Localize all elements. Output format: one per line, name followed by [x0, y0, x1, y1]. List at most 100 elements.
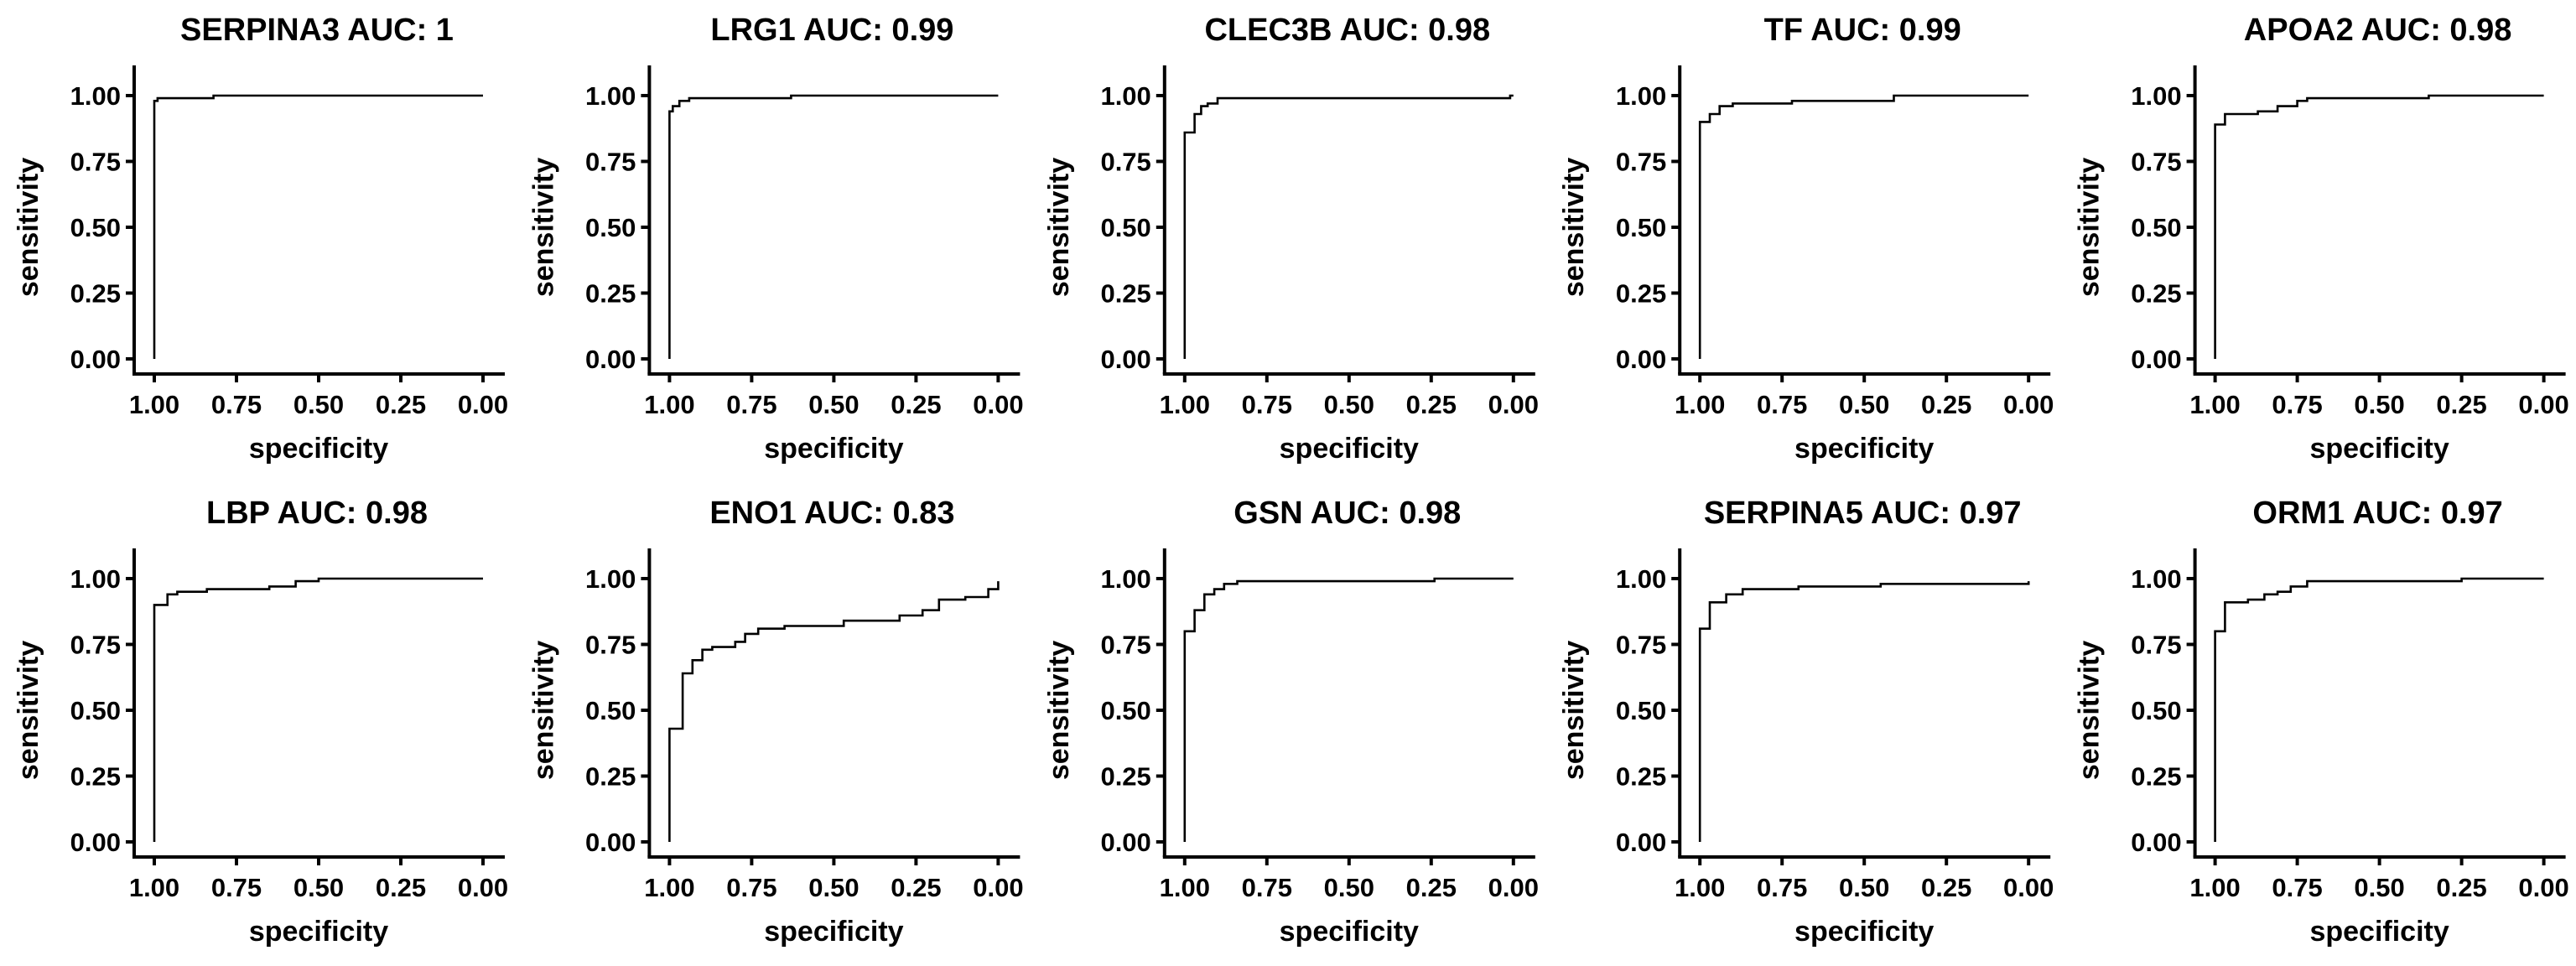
roc-curve-line: [153, 94, 483, 359]
x-tick-label: 0.50: [1324, 390, 1374, 419]
y-tick-label: 0.50: [1616, 213, 1666, 242]
x-tick-label: 1.00: [129, 873, 179, 902]
x-tick-label: 0.50: [2354, 390, 2404, 419]
x-tick-label: 0.50: [1324, 873, 1374, 902]
x-axis-title: specificity: [2309, 916, 2449, 948]
x-tick-label: 0.25: [891, 390, 941, 419]
x-tick-label: 0.50: [293, 873, 344, 902]
y-tick-label: 0.00: [70, 828, 121, 857]
y-tick-label: 0.75: [1100, 631, 1150, 660]
x-axis-title: specificity: [764, 916, 903, 948]
x-tick-label: 0.00: [1488, 873, 1539, 902]
roc-panel: SERPINA3 AUC: 1 0.00 0.25 0.50 0.75 1.00 1.00 0…: [13, 13, 508, 465]
x-tick-label: 0.00: [973, 390, 1023, 419]
x-tick-label: 1.00: [1160, 390, 1210, 419]
roc-panel: CLEC3B AUC: 0.98 0.00 0.25 0.50 0.75 1.00 1.00…: [1043, 13, 1539, 465]
roc-panel: LRG1 AUC: 0.99 0.00 0.25 0.50 0.75 1.00 1.00 0.…: [527, 13, 1023, 465]
x-tick-label: 0.75: [1242, 390, 1292, 419]
x-tick-label: 0.75: [726, 873, 776, 902]
y-tick-label: 0.50: [70, 696, 121, 725]
x-axis-title: specificity: [249, 916, 388, 948]
roc-panel: APOA2 AUC: 0.98 0.00 0.25 0.50 0.75 1.00 1.00 0…: [2074, 13, 2569, 465]
x-tick-label: 0.25: [1921, 390, 1971, 419]
x-axis-title: specificity: [1280, 916, 1419, 948]
x-tick-label: 0.75: [2272, 390, 2322, 419]
x-tick-label: 0.25: [376, 873, 426, 902]
x-axis-title: specificity: [1280, 433, 1419, 465]
y-tick-label: 0.00: [70, 345, 121, 374]
roc-curve-line: [1698, 94, 2029, 359]
roc-panel: ENO1 AUC: 0.83 0.00 0.25 0.50 0.75 1.00 1.00 0.…: [527, 496, 1023, 948]
y-axis-title: sensitivity: [1043, 641, 1075, 780]
x-tick-label: 0.25: [2436, 390, 2486, 419]
y-tick-label: 1.00: [585, 81, 636, 111]
y-axis-title: sensitivity: [2074, 641, 2106, 780]
y-tick-label: 1.00: [1616, 81, 1666, 111]
x-tick-label: 1.00: [644, 873, 694, 902]
x-tick-label: 0.50: [293, 390, 344, 419]
y-axis-title: sensitivity: [527, 158, 559, 297]
y-tick-label: 0.25: [70, 762, 121, 792]
y-tick-label: 0.50: [1100, 696, 1150, 725]
x-tick-label: 1.00: [1160, 873, 1210, 902]
roc-panel: ORM1 AUC: 0.97 0.00 0.25 0.50 0.75 1.00 1.00 0.…: [2074, 496, 2569, 948]
panel-title: LBP AUC: 0.98: [206, 496, 428, 531]
x-tick-label: 1.00: [644, 390, 694, 419]
y-tick-label: 0.75: [70, 148, 121, 177]
y-tick-label: 1.00: [70, 564, 121, 594]
y-tick-label: 0.00: [585, 828, 636, 857]
y-axis-title: sensitivity: [1558, 641, 1590, 780]
y-tick-label: 0.25: [1100, 762, 1150, 792]
x-tick-label: 0.75: [211, 873, 262, 902]
roc-curve-line: [1183, 94, 1514, 359]
y-tick-label: 0.75: [585, 148, 636, 177]
roc-panel: LBP AUC: 0.98 0.00 0.25 0.50 0.75 1.00 1.00 0.7…: [13, 496, 508, 948]
y-tick-label: 1.00: [1616, 564, 1666, 594]
y-axis-title: sensitivity: [13, 158, 44, 297]
y-tick-label: 0.75: [1616, 631, 1666, 660]
x-tick-label: 0.00: [2518, 390, 2568, 419]
y-tick-label: 0.00: [585, 345, 636, 374]
y-tick-label: 0.50: [585, 696, 636, 725]
panel-title: CLEC3B AUC: 0.98: [1204, 13, 1490, 48]
x-tick-label: 0.25: [1406, 390, 1457, 419]
roc-curve-line: [2214, 577, 2544, 842]
y-tick-label: 0.25: [1616, 279, 1666, 309]
y-tick-label: 1.00: [2131, 81, 2181, 111]
x-tick-label: 0.00: [2003, 390, 2054, 419]
x-tick-label: 0.50: [1839, 873, 1889, 902]
y-tick-label: 0.25: [70, 279, 121, 309]
x-tick-label: 0.00: [1488, 390, 1539, 419]
x-tick-label: 0.75: [1757, 390, 1807, 419]
y-tick-label: 1.00: [1100, 564, 1150, 594]
x-tick-label: 0.50: [808, 873, 859, 902]
y-tick-label: 0.50: [2131, 213, 2181, 242]
roc-curve-line: [2214, 94, 2544, 359]
x-tick-label: 1.00: [1675, 390, 1725, 419]
panel-title: LRG1 AUC: 0.99: [710, 13, 953, 48]
x-tick-label: 0.50: [2354, 873, 2404, 902]
x-tick-label: 0.00: [458, 873, 508, 902]
y-tick-label: 0.00: [1616, 345, 1666, 374]
panel-title: SERPINA3 AUC: 1: [180, 13, 454, 48]
y-tick-label: 0.00: [1100, 345, 1150, 374]
y-tick-label: 1.00: [1100, 81, 1150, 111]
y-tick-label: 0.50: [70, 213, 121, 242]
panel-title: GSN AUC: 0.98: [1233, 496, 1461, 531]
roc-panel: TF AUC: 0.99 0.00 0.25 0.50 0.75 1.00 1.00 0.75…: [1558, 13, 2054, 465]
x-axis-title: specificity: [249, 433, 388, 465]
y-axis-title: sensitivity: [2074, 158, 2106, 297]
x-tick-label: 0.00: [458, 390, 508, 419]
y-tick-label: 0.00: [2131, 345, 2181, 374]
x-tick-label: 0.25: [1921, 873, 1971, 902]
roc-curve-line: [153, 577, 483, 842]
x-tick-label: 0.25: [376, 390, 426, 419]
roc-curve-line: [1698, 581, 2030, 842]
y-tick-label: 0.00: [1100, 828, 1150, 857]
y-tick-label: 1.00: [2131, 564, 2181, 594]
y-axis-title: sensitivity: [1558, 158, 1590, 297]
y-axis-title: sensitivity: [1043, 158, 1075, 297]
y-tick-label: 0.25: [2131, 762, 2181, 792]
y-tick-label: 0.50: [2131, 696, 2181, 725]
